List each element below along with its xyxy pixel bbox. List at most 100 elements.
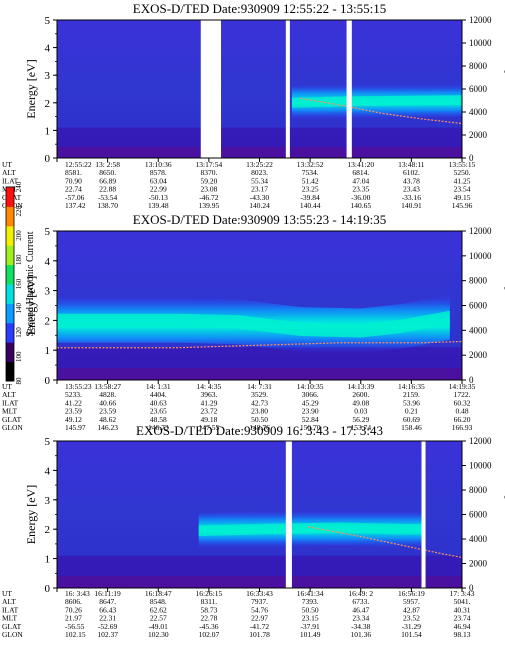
orbit-table-cell: 146.23 bbox=[97, 423, 118, 432]
orbit-table-cell: 23.43 bbox=[403, 185, 420, 194]
y-tick-label: 0 bbox=[45, 375, 51, 387]
orbit-table-cell: 13:10:36 bbox=[145, 160, 172, 169]
orbit-table-cell: 46.47 bbox=[352, 605, 369, 614]
orbit-table-cell: 13: 2:58 bbox=[95, 160, 120, 169]
colorbar-segment bbox=[6, 322, 14, 343]
orbit-table-cell: 1722. bbox=[454, 390, 471, 399]
orbit-table-cell: 70.26 bbox=[65, 605, 82, 614]
orbit-row-label: MLT bbox=[2, 614, 18, 623]
orbit-table-cell: 23.54 bbox=[454, 185, 471, 194]
orbit-table-cell: 23.59 bbox=[99, 407, 116, 416]
orbit-table-cell: 13:17:54 bbox=[196, 160, 223, 169]
orbit-table-cell: 8311. bbox=[201, 597, 218, 606]
orbit-table-cell: 23.80 bbox=[251, 407, 268, 416]
orbit-table-cell: 13:41:20 bbox=[347, 160, 374, 169]
orbit-table-cell: 16:49: 2 bbox=[348, 589, 373, 598]
y-tick-label: 3 bbox=[45, 495, 51, 507]
y-tick-label: 2 bbox=[45, 315, 51, 327]
orbit-row-label: ILAT bbox=[2, 605, 19, 614]
temperature-trace bbox=[307, 526, 463, 558]
orbit-table-cell: -34.38 bbox=[351, 622, 371, 631]
orbit-table-cell: -57.06 bbox=[65, 193, 85, 202]
orbit-table-cell: 148.76 bbox=[249, 423, 270, 432]
orbit-table-cell: 140.44 bbox=[300, 201, 321, 210]
orbit-table-cell: 102.37 bbox=[97, 630, 118, 639]
y2-tick-label: 10000 bbox=[469, 251, 492, 261]
orbit-table-cell: 23.15 bbox=[302, 614, 319, 623]
colorbar-segment bbox=[6, 206, 14, 227]
orbit-table-cell: 150.70 bbox=[300, 423, 321, 432]
orbit-row-label: GLON bbox=[2, 423, 23, 432]
orbit-row-label: UT bbox=[2, 382, 12, 391]
y2-tick-label: 10000 bbox=[469, 38, 492, 48]
orbit-table-cell: 17: 3:43 bbox=[450, 589, 475, 598]
colorbar-tick-label: 180 bbox=[15, 254, 23, 265]
orbit-table-cell: 42.87 bbox=[403, 605, 420, 614]
orbit-table-cell: 14:16:35 bbox=[398, 382, 425, 391]
orbit-table-cell: 101.54 bbox=[401, 630, 422, 639]
orbit-table-cell: 23.34 bbox=[352, 614, 369, 623]
chart-title: EXOS-D/TED Date:930909 12:55:22 - 13:55:… bbox=[133, 1, 386, 16]
orbit-table-cell: 16: 3:43 bbox=[65, 589, 90, 598]
y2-tick-label: 8000 bbox=[469, 61, 488, 71]
y-tick-label: 4 bbox=[45, 43, 51, 55]
orbit-table-cell: 49.15 bbox=[454, 193, 471, 202]
orbit-table-cell: -31.29 bbox=[402, 622, 422, 631]
orbit-table-cell: 23.52 bbox=[403, 614, 420, 623]
orbit-table-cell: 14: 7:31 bbox=[247, 382, 272, 391]
orbit-table-cell: 6733. bbox=[352, 597, 369, 606]
orbit-table-cell: -56.55 bbox=[65, 622, 85, 631]
temperature-trace bbox=[299, 97, 463, 125]
spectral-band-core bbox=[57, 310, 450, 338]
orbit-table-cell: 23.35 bbox=[352, 185, 369, 194]
orbit-table-cell: 158.46 bbox=[401, 423, 422, 432]
y-tick-label: 3 bbox=[45, 286, 51, 298]
orbit-table-cell: -53.54 bbox=[98, 193, 118, 202]
orbit-table-cell: 66.20 bbox=[454, 415, 471, 424]
y-tick-label: 1 bbox=[45, 345, 51, 357]
lowest-energy-region bbox=[57, 576, 462, 588]
y-axis-label: Energy [eV] bbox=[24, 59, 38, 118]
orbit-table-cell: 22.57 bbox=[150, 614, 167, 623]
y-tick-label: 1 bbox=[45, 125, 51, 137]
y2-tick-label: 2000 bbox=[469, 559, 488, 569]
y2-tick-label: 0 bbox=[469, 375, 474, 385]
orbit-table-cell: 4404. bbox=[150, 390, 167, 399]
y2-tick-label: 4000 bbox=[469, 534, 488, 544]
orbit-table-cell: 23.08 bbox=[200, 185, 217, 194]
orbit-table-cell: 23.65 bbox=[150, 407, 167, 416]
orbit-table-cell: 5041. bbox=[454, 597, 471, 606]
orbit-table-cell: -33.16 bbox=[402, 193, 422, 202]
y-tick-label: 5 bbox=[45, 226, 51, 238]
orbit-table-cell: 147.55 bbox=[199, 423, 220, 432]
lowest-energy-region bbox=[57, 368, 462, 380]
colorbar-tick-label: 140 bbox=[15, 303, 23, 314]
orbit-table-cell: 5233. bbox=[65, 390, 82, 399]
orbit-table-cell: 13:55:23 bbox=[65, 382, 92, 391]
orbit-table-cell: 42.73 bbox=[251, 398, 268, 407]
orbit-table-cell: 101.49 bbox=[300, 630, 321, 639]
orbit-table-cell: 0.21 bbox=[405, 407, 418, 416]
data-gap bbox=[285, 441, 292, 588]
orbit-table-cell: 2159. bbox=[403, 390, 420, 399]
y2-tick-label: 6000 bbox=[469, 84, 488, 94]
orbit-table-cell: 8581. bbox=[65, 168, 82, 177]
y2-tick-label: 6000 bbox=[469, 510, 488, 520]
y2-tick-label: 2000 bbox=[469, 130, 488, 140]
orbit-table-cell: 16:11:19 bbox=[94, 589, 121, 598]
orbit-table-cell: 16:41:34 bbox=[297, 589, 324, 598]
orbit-table-cell: 50.50 bbox=[251, 415, 268, 424]
orbit-table-cell: 22.97 bbox=[251, 614, 268, 623]
orbit-table-cell: 139.95 bbox=[199, 201, 220, 210]
y-tick-label: 5 bbox=[45, 15, 51, 27]
y2-tick-label: 0 bbox=[469, 583, 474, 593]
orbit-table-cell: 166.93 bbox=[452, 423, 473, 432]
y2-tick-label: 4000 bbox=[469, 107, 488, 117]
colorbar-segment bbox=[6, 342, 14, 363]
orbit-row-label: ILAT bbox=[2, 398, 19, 407]
orbit-table-cell: 60.69 bbox=[403, 415, 420, 424]
orbit-table-cell: 139.48 bbox=[148, 201, 169, 210]
orbit-table-cell: 12:55:22 bbox=[65, 160, 92, 169]
orbit-table-cell: 23.72 bbox=[200, 407, 217, 416]
